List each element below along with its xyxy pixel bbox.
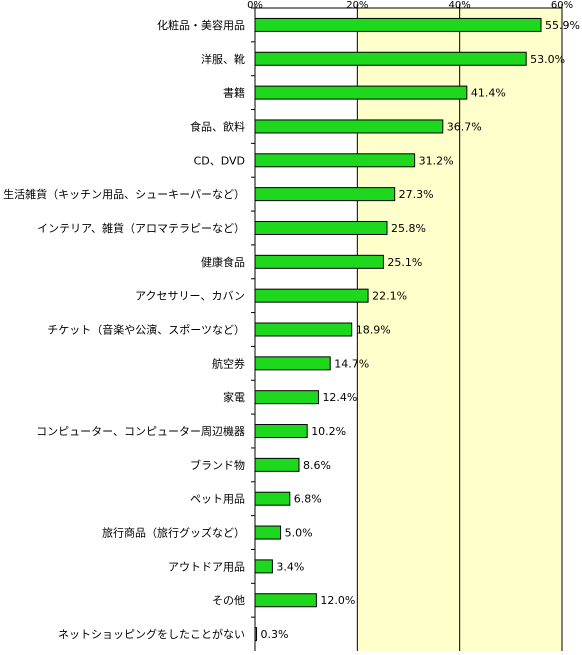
value-label-10: 14.7% [334, 357, 369, 370]
value-label-0: 55.9% [545, 19, 580, 32]
value-label-2: 41.4% [471, 87, 506, 100]
value-label-15: 5.0% [285, 527, 313, 540]
bar-15 [254, 525, 282, 540]
value-label-5: 27.3% [399, 188, 434, 201]
category-label-6: インテリア、雑貨（アロマテラピーなど） [37, 221, 245, 235]
bar-11 [254, 390, 319, 405]
bar-7 [254, 254, 384, 269]
category-label-11: 家電 [223, 390, 245, 404]
bar-16 [254, 559, 273, 574]
category-label-4: CD、DVD [194, 154, 245, 167]
bar-2 [254, 85, 468, 100]
value-label-11: 12.4% [322, 391, 357, 404]
value-label-6: 25.8% [391, 222, 426, 235]
x-tick-label-3: 60% [551, 0, 573, 11]
x-tick-label-0: 0% [247, 0, 263, 11]
category-label-14: ペット用品 [190, 493, 245, 506]
bar-3 [254, 119, 444, 134]
category-label-1: 洋服、靴 [201, 52, 245, 66]
bar-8 [254, 288, 369, 303]
category-label-9: チケット（音楽や公演、スポーツなど） [47, 323, 245, 337]
value-label-1: 53.0% [530, 53, 565, 66]
category-label-8: アクセサリー、カバン [135, 290, 245, 303]
bar-14 [254, 491, 291, 506]
bar-1 [254, 51, 527, 66]
value-label-16: 3.4% [276, 560, 304, 573]
category-label-16: アウトドア用品 [168, 560, 245, 573]
category-label-5: 生活雑貨（キッチン用品、シューキーパーなど） [3, 187, 245, 201]
value-label-14: 6.8% [294, 493, 322, 506]
value-label-12: 10.2% [311, 425, 346, 438]
category-label-15: 旅行商品（旅行グッズなど） [102, 526, 245, 540]
bar-17 [254, 593, 317, 608]
bar-4 [254, 153, 416, 168]
value-label-9: 18.9% [356, 324, 391, 337]
bar-12 [254, 424, 308, 439]
category-label-7: 健康食品 [201, 255, 245, 269]
category-label-3: 食品、飲料 [190, 119, 245, 133]
bar-6 [254, 220, 388, 235]
bar-9 [254, 322, 353, 337]
value-label-7: 25.1% [387, 256, 422, 269]
x-tick-label-2: 40% [449, 0, 471, 11]
bar-5 [254, 187, 396, 202]
value-label-4: 31.2% [419, 154, 454, 167]
bar-10 [254, 356, 331, 371]
value-label-18: 0.3% [261, 628, 289, 641]
bar-0 [254, 17, 542, 32]
bar-13 [254, 457, 300, 472]
category-label-0: 化粧品・美容用品 [157, 18, 245, 32]
category-label-13: ブランド物 [190, 458, 245, 472]
category-label-2: 書籍 [223, 86, 245, 100]
value-label-17: 12.0% [320, 594, 355, 607]
x-tick-label-1: 20% [346, 0, 368, 11]
category-label-12: コンピューター、コンピューター周辺機器 [36, 424, 245, 438]
category-label-17: その他 [212, 594, 245, 607]
value-label-13: 8.6% [303, 459, 331, 472]
bar-18 [254, 627, 258, 642]
category-label-18: ネットショッピングをしたことがない [58, 627, 245, 641]
value-label-3: 36.7% [447, 120, 482, 133]
category-label-10: 航空券 [212, 356, 245, 370]
value-label-8: 22.1% [372, 290, 407, 303]
